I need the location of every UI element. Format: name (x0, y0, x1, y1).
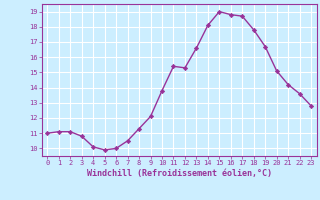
X-axis label: Windchill (Refroidissement éolien,°C): Windchill (Refroidissement éolien,°C) (87, 169, 272, 178)
